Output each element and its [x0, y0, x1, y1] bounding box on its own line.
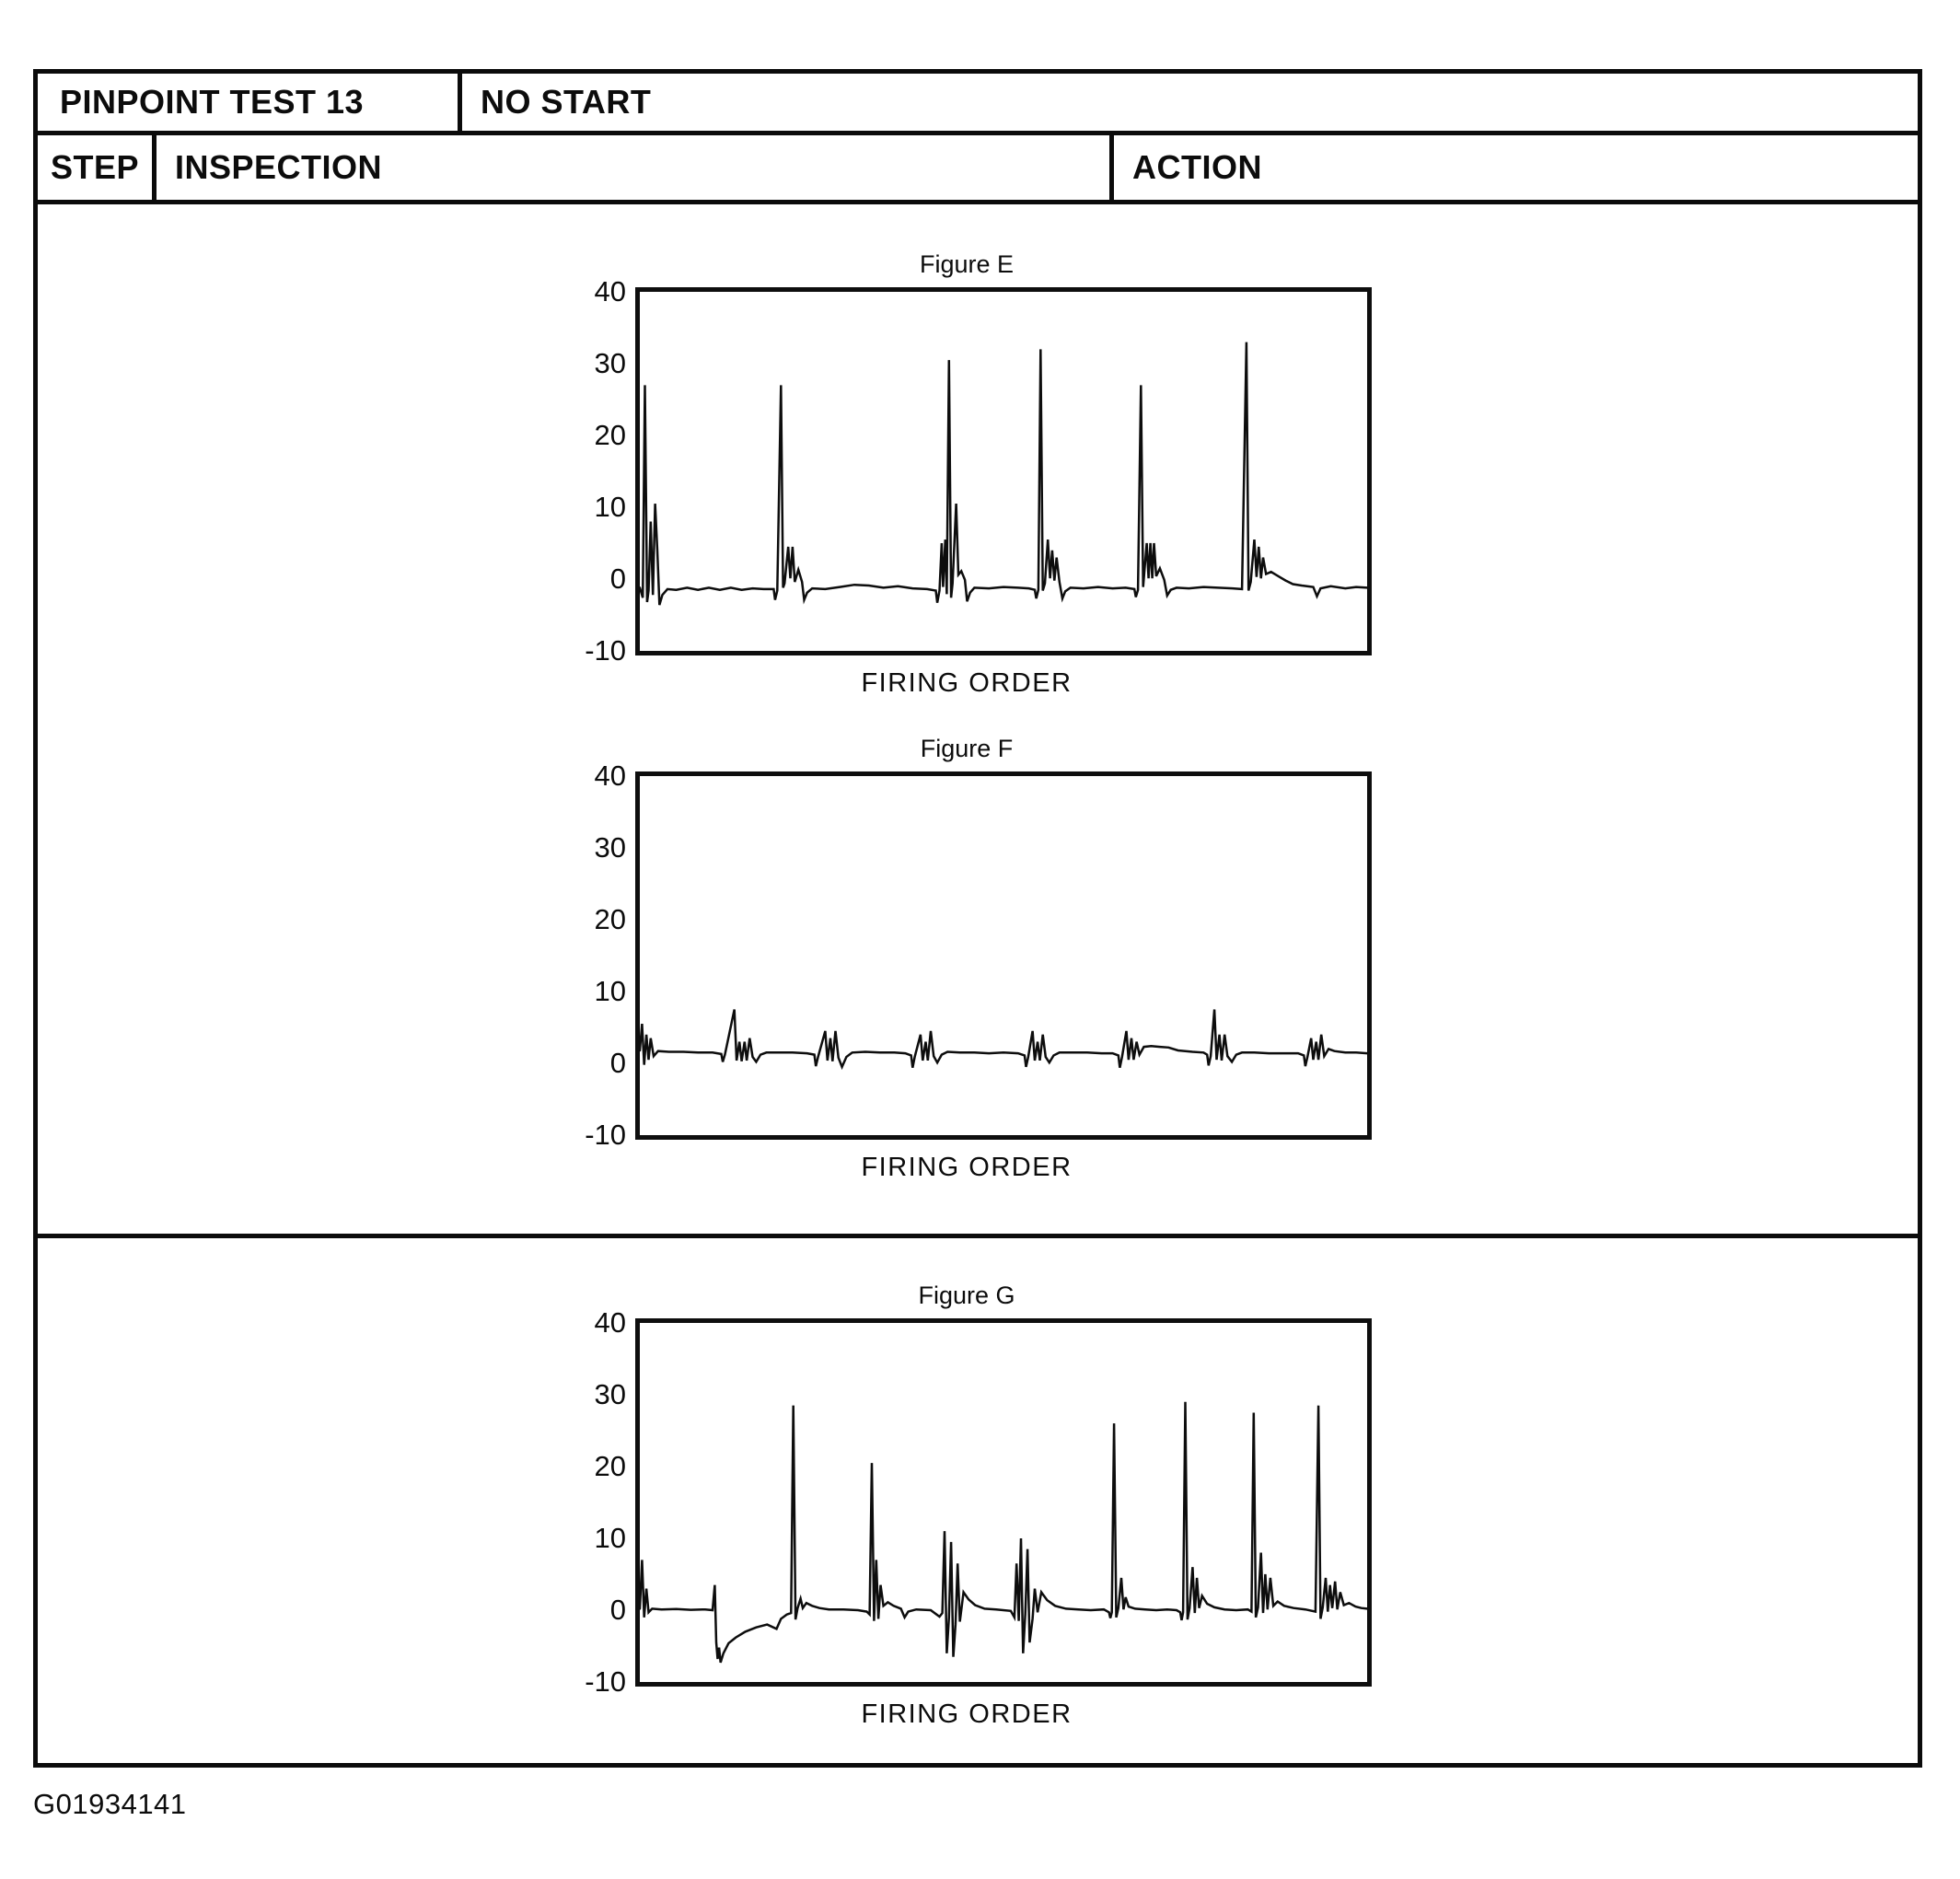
figure-g-waveform — [640, 1401, 1367, 1664]
y-tick-label: 10 — [594, 1522, 626, 1554]
step-label: STEP — [51, 148, 140, 186]
y-tick-label: -10 — [585, 1119, 626, 1151]
test-name-cell: NO START — [462, 74, 1918, 131]
figure-g-x-axis-label: FIRING ORDER — [861, 1699, 1073, 1729]
y-tick-label: 30 — [594, 1378, 626, 1410]
figure-e-y-axis: 40 30 20 10 0 -10 — [529, 277, 635, 666]
figure-e: Figure E 40 30 20 10 0 -10 FIRING ORDER — [529, 247, 1372, 699]
action-label: ACTION — [1132, 148, 1262, 186]
figure-g-plot-row: 40 30 20 10 0 -10 — [529, 1308, 1372, 1697]
inspection-label: INSPECTION — [175, 148, 383, 186]
figure-e-title: Figure E — [919, 250, 1015, 278]
figure-e-x-axis-label: FIRING ORDER — [861, 668, 1073, 698]
y-tick-label: 40 — [594, 1306, 626, 1339]
figure-g: Figure G 40 30 20 10 0 -10 FIRING ORDER — [529, 1278, 1372, 1730]
figure-e-waveform-plot — [635, 287, 1372, 655]
y-tick-label: 10 — [594, 491, 626, 523]
test-title-cell: PINPOINT TEST 13 — [38, 74, 462, 131]
pinpoint-test-table: PINPOINT TEST 13 NO START STEP INSPECTIO… — [33, 69, 1922, 1768]
figure-f-waveform — [640, 1009, 1367, 1071]
figure-g-y-axis: 40 30 20 10 0 -10 — [529, 1308, 635, 1697]
action-column-header: ACTION — [1114, 135, 1918, 200]
table-header-row: PINPOINT TEST 13 NO START — [38, 74, 1918, 135]
y-tick-label: 30 — [594, 831, 626, 864]
y-tick-label: -10 — [585, 1665, 626, 1698]
test-name: NO START — [481, 83, 652, 121]
figure-e-waveform — [640, 342, 1367, 606]
figure-e-plot-row: 40 30 20 10 0 -10 — [529, 277, 1372, 666]
y-tick-label: 30 — [594, 347, 626, 379]
test-title: PINPOINT TEST 13 — [60, 83, 365, 121]
figure-f-plot-row: 40 30 20 10 0 -10 — [529, 761, 1372, 1150]
step-column-header: STEP — [38, 135, 157, 200]
y-tick-label: 40 — [594, 760, 626, 792]
y-tick-label: 20 — [594, 1450, 626, 1482]
figure-f-y-axis: 40 30 20 10 0 -10 — [529, 761, 635, 1150]
figure-f-title: Figure F — [920, 735, 1014, 762]
y-tick-label: 10 — [594, 975, 626, 1007]
figure-g-waveform-plot — [635, 1318, 1372, 1687]
inspection-column-header: INSPECTION — [157, 135, 1114, 200]
figure-g-title: Figure G — [918, 1282, 1015, 1309]
y-tick-label: 0 — [609, 1047, 626, 1079]
y-tick-label: 40 — [594, 275, 626, 307]
y-tick-label: 20 — [594, 903, 626, 935]
figure-f-x-axis-label: FIRING ORDER — [861, 1153, 1073, 1182]
figure-f-waveform-plot — [635, 771, 1372, 1140]
y-tick-label: 0 — [609, 1594, 626, 1626]
table-body: Figure E 40 30 20 10 0 -10 FIRING ORDER Figur… — [38, 204, 1918, 1763]
column-header-row: STEP INSPECTION ACTION — [38, 135, 1918, 204]
y-tick-label: 20 — [594, 419, 626, 451]
figure-code: G01934141 — [33, 1788, 187, 1820]
figure-f: Figure F 40 30 20 10 0 -10 FIRING ORDER — [529, 731, 1372, 1183]
y-tick-label: -10 — [585, 634, 626, 667]
y-tick-label: 0 — [609, 563, 626, 595]
table-row-divider — [38, 1234, 1918, 1238]
